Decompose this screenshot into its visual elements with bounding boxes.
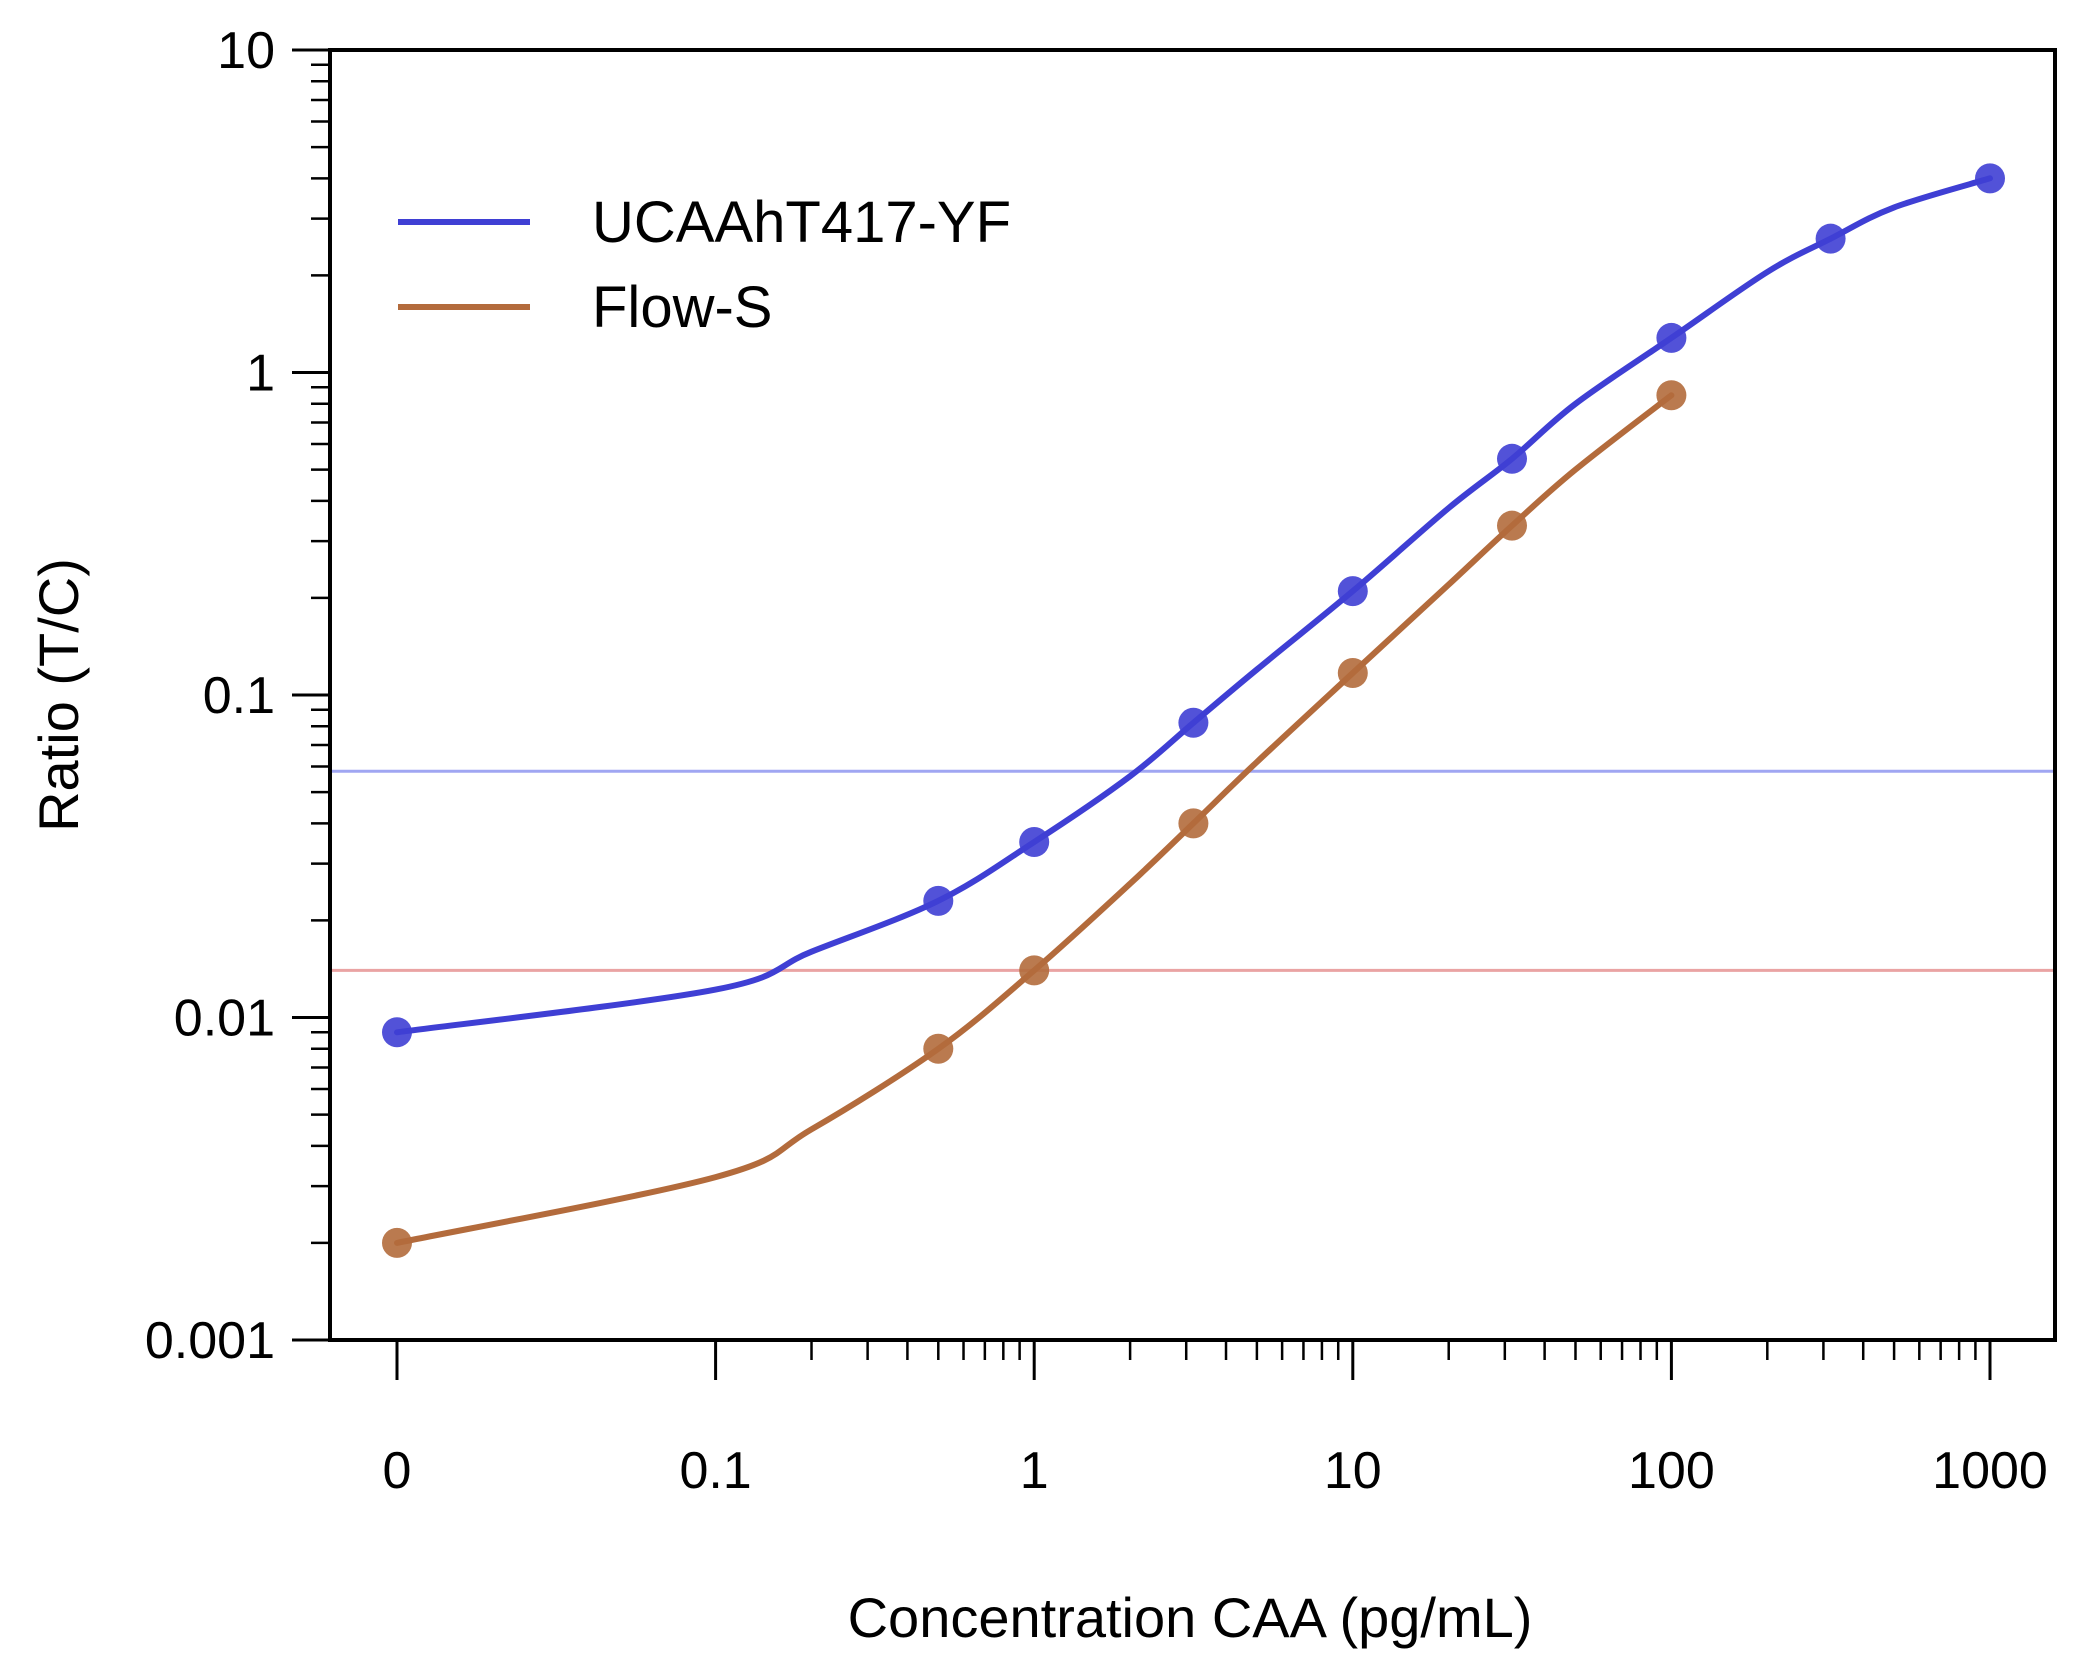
y-axis-title: Ratio (T/C): [27, 558, 90, 832]
y-axis-tick-labels: 0.001 0.01 0.1 1 10: [145, 22, 275, 1370]
y-tick-label: 0.1: [203, 667, 275, 725]
y-tick-label: 1: [246, 345, 275, 403]
data-point: [923, 1033, 954, 1064]
data-point: [923, 885, 954, 916]
x-axis-title: Concentration CAA (pg/mL): [848, 1586, 1533, 1649]
data-point: [1815, 223, 1846, 254]
data-point: [382, 1017, 412, 1048]
legend-label: UCAAhT417-YF: [592, 190, 1011, 255]
x-tick-label: 0.1: [679, 1442, 751, 1500]
legend: UCAAhT417-YF Flow-S: [398, 190, 1011, 340]
legend-label: Flow-S: [592, 275, 772, 340]
data-point: [1178, 707, 1209, 738]
x-tick-label: 10: [1324, 1442, 1382, 1500]
data-point: [1497, 510, 1528, 541]
y-tick-label: 10: [217, 22, 275, 80]
data-point: [1656, 322, 1687, 353]
data-point: [1178, 808, 1209, 839]
y-axis-ticks: [292, 48, 330, 1342]
x-axis-tick-labels: 0 0.1 1 10 100 1000: [383, 1442, 2048, 1500]
x-tick-label: 1000: [1932, 1442, 2048, 1500]
x-tick-label: 100: [1628, 1442, 1715, 1500]
series-line-1: [394, 392, 1675, 1246]
data-point: [1337, 658, 1368, 689]
data-point: [1337, 576, 1368, 607]
data-point: [382, 1227, 412, 1258]
x-axis-ticks: [395, 1340, 1992, 1380]
x-tick-label: 0: [383, 1442, 412, 1500]
data-point: [1019, 827, 1050, 858]
data-point: [1019, 955, 1050, 986]
x-tick-label: 1: [1020, 1442, 1049, 1500]
data-point: [1656, 380, 1687, 411]
y-tick-label: 0.001: [145, 1312, 275, 1370]
reference-lines: [330, 769, 2055, 972]
plot-frame: [328, 48, 2057, 1342]
data-point: [1975, 163, 2005, 194]
series-line-0: [394, 175, 1993, 1036]
series-points: [382, 163, 2005, 1258]
y-tick-label: 0.01: [174, 990, 275, 1048]
data-point: [1497, 443, 1528, 474]
